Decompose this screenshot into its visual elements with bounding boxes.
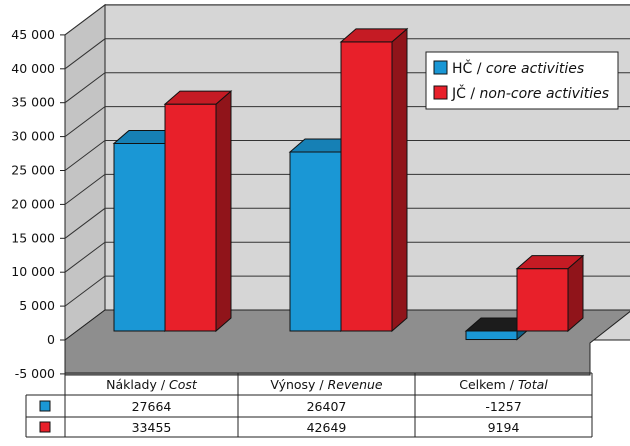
y-tick-label: 30 000	[11, 129, 55, 144]
bar-top	[163, 90, 233, 105]
bar-top	[515, 255, 585, 270]
gridline	[64, 140, 630, 171]
table-value-cell: 26407	[307, 399, 347, 414]
gridline	[64, 241, 630, 273]
y-tick-label: 5 000	[19, 298, 55, 313]
legend-swatch	[433, 85, 448, 100]
table-header-cell: Celkem / Total	[459, 377, 548, 392]
bar-front	[340, 41, 393, 332]
bar-front	[113, 142, 166, 332]
y-tick-label: 25 000	[11, 163, 55, 178]
table-header-cell: Výnosy / Revenue	[270, 377, 383, 392]
side-wall	[64, 3, 106, 341]
table-value-cell: 9194	[488, 420, 520, 435]
y-tick-label: 20 000	[11, 196, 55, 211]
bars	[112, 27, 585, 341]
gridline	[64, 207, 630, 239]
legend: HČ / core activities JČ / non-core activi…	[425, 51, 619, 110]
bar-side	[215, 90, 232, 333]
legend-swatch	[433, 60, 448, 75]
y-tick-label: 35 000	[11, 95, 55, 110]
gridline	[64, 173, 630, 205]
bar-top	[339, 28, 409, 43]
table-value-cell: 42649	[307, 420, 347, 435]
table-value-cell: 33455	[132, 420, 172, 435]
bar-front	[465, 330, 518, 341]
data-table: Náklady / Cost Výnosy / Revenue Celkem / T…	[25, 372, 593, 438]
legend-label: JČ / non-core activities	[451, 84, 609, 102]
y-tick-label: 40 000	[11, 61, 55, 76]
y-tick-label: 45 000	[11, 27, 55, 42]
gridline	[64, 4, 630, 36]
table-header-cell: Náklady / Cost	[106, 377, 198, 392]
bar-front	[289, 151, 342, 332]
legend-box	[425, 51, 619, 110]
y-axis: 45 000 40 000 35 000 30 000 25 000 20 000 15 0…	[11, 27, 65, 381]
bar-jc-1	[339, 27, 409, 333]
bar-jc-0	[163, 90, 233, 333]
bar-side	[391, 27, 408, 333]
table-series-swatch	[39, 400, 51, 412]
y-tick-label: -5 000	[15, 366, 55, 381]
legend-label: HČ / core activities	[452, 59, 584, 77]
table-value-cell: 27664	[132, 399, 172, 414]
bar-front	[164, 103, 217, 332]
table-value-cell: -1257	[485, 399, 521, 414]
y-tick-label: 10 000	[11, 264, 55, 279]
gridline	[64, 38, 630, 70]
y-tick-label: 0	[47, 332, 55, 347]
bar-front	[516, 268, 569, 332]
gridlines	[64, 4, 630, 307]
gridline	[64, 275, 630, 307]
y-tick-label: 15 000	[11, 230, 55, 245]
bar-jc-2	[515, 254, 585, 333]
table-series-swatch	[39, 421, 51, 433]
